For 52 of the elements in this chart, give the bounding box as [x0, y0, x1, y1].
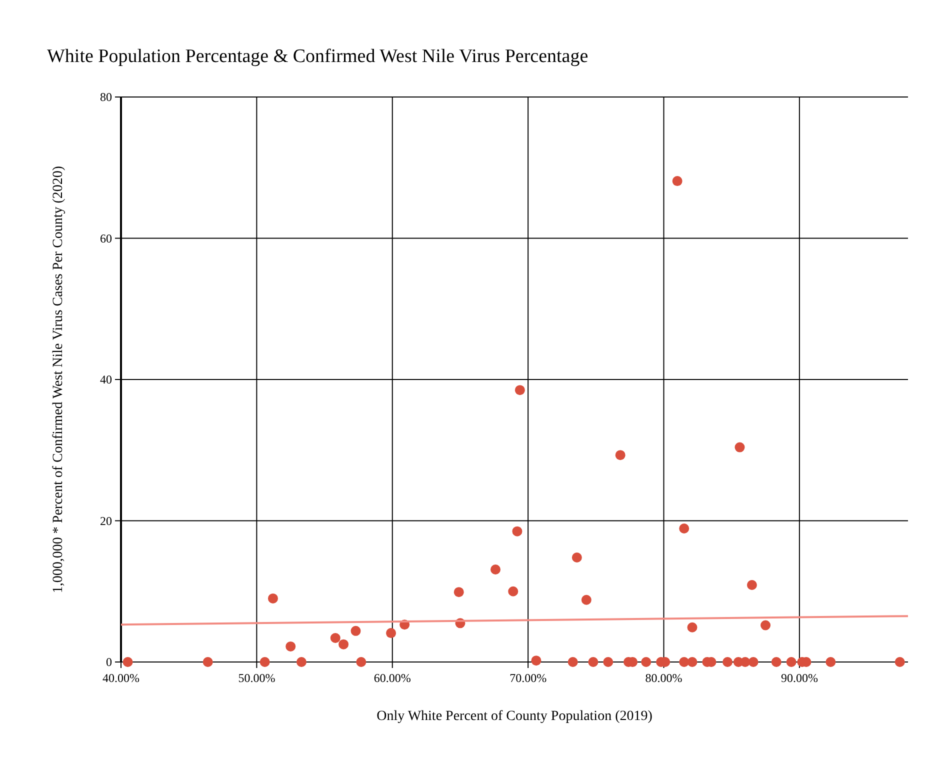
point: [568, 657, 578, 667]
point: [330, 632, 340, 643]
point: [740, 657, 750, 667]
x-axis-title: Only White Percent of County Population (2019): [376, 709, 653, 724]
point: [748, 657, 758, 667]
point: [672, 176, 682, 186]
y-tick-label: 0: [106, 655, 112, 670]
point: [687, 657, 698, 667]
x-tick-label: 50.00%: [238, 671, 276, 685]
y-tick-label: 40: [100, 372, 112, 387]
point: [679, 524, 690, 534]
point: [356, 657, 366, 667]
point: [454, 587, 464, 598]
point: [734, 442, 745, 452]
point: [202, 657, 213, 667]
x-tick-label: 90.00%: [780, 671, 818, 685]
point: [679, 657, 690, 667]
point: [826, 657, 836, 667]
chart-title: White Population Percentage & Confirmed West Nile Virus Percentage: [47, 46, 588, 67]
y-tick-label: 60: [100, 231, 112, 246]
point: [615, 450, 626, 460]
point: [338, 639, 349, 650]
x-tick-label: 40.00%: [102, 671, 140, 685]
y-tick-label: 20: [100, 514, 112, 528]
point: [641, 657, 652, 667]
point: [894, 657, 905, 667]
x-tick-label: 70.00%: [510, 671, 547, 685]
point: [786, 657, 796, 667]
point: [508, 586, 518, 596]
point: [260, 657, 270, 667]
point: [512, 526, 522, 536]
point: [581, 594, 592, 605]
point: [350, 626, 361, 636]
point: [490, 564, 501, 574]
point: [296, 657, 306, 667]
point: [572, 552, 582, 562]
point: [268, 593, 278, 604]
point: [687, 622, 698, 632]
y-tick-label: 80: [100, 90, 112, 104]
point: [588, 657, 598, 667]
point: [722, 657, 733, 667]
y-axis-title: 1,000,000 * Percent of Confirmed West Nile Virus Cases Per County (2020): [51, 166, 66, 594]
point: [531, 656, 542, 666]
point: [603, 657, 614, 667]
point: [286, 641, 296, 652]
point: [386, 628, 396, 638]
point: [771, 657, 782, 667]
x-tick-label: 80.00%: [645, 671, 682, 685]
point: [746, 580, 757, 590]
x-tick-label: 60.00%: [374, 671, 411, 685]
point: [514, 385, 525, 396]
point: [760, 620, 771, 630]
